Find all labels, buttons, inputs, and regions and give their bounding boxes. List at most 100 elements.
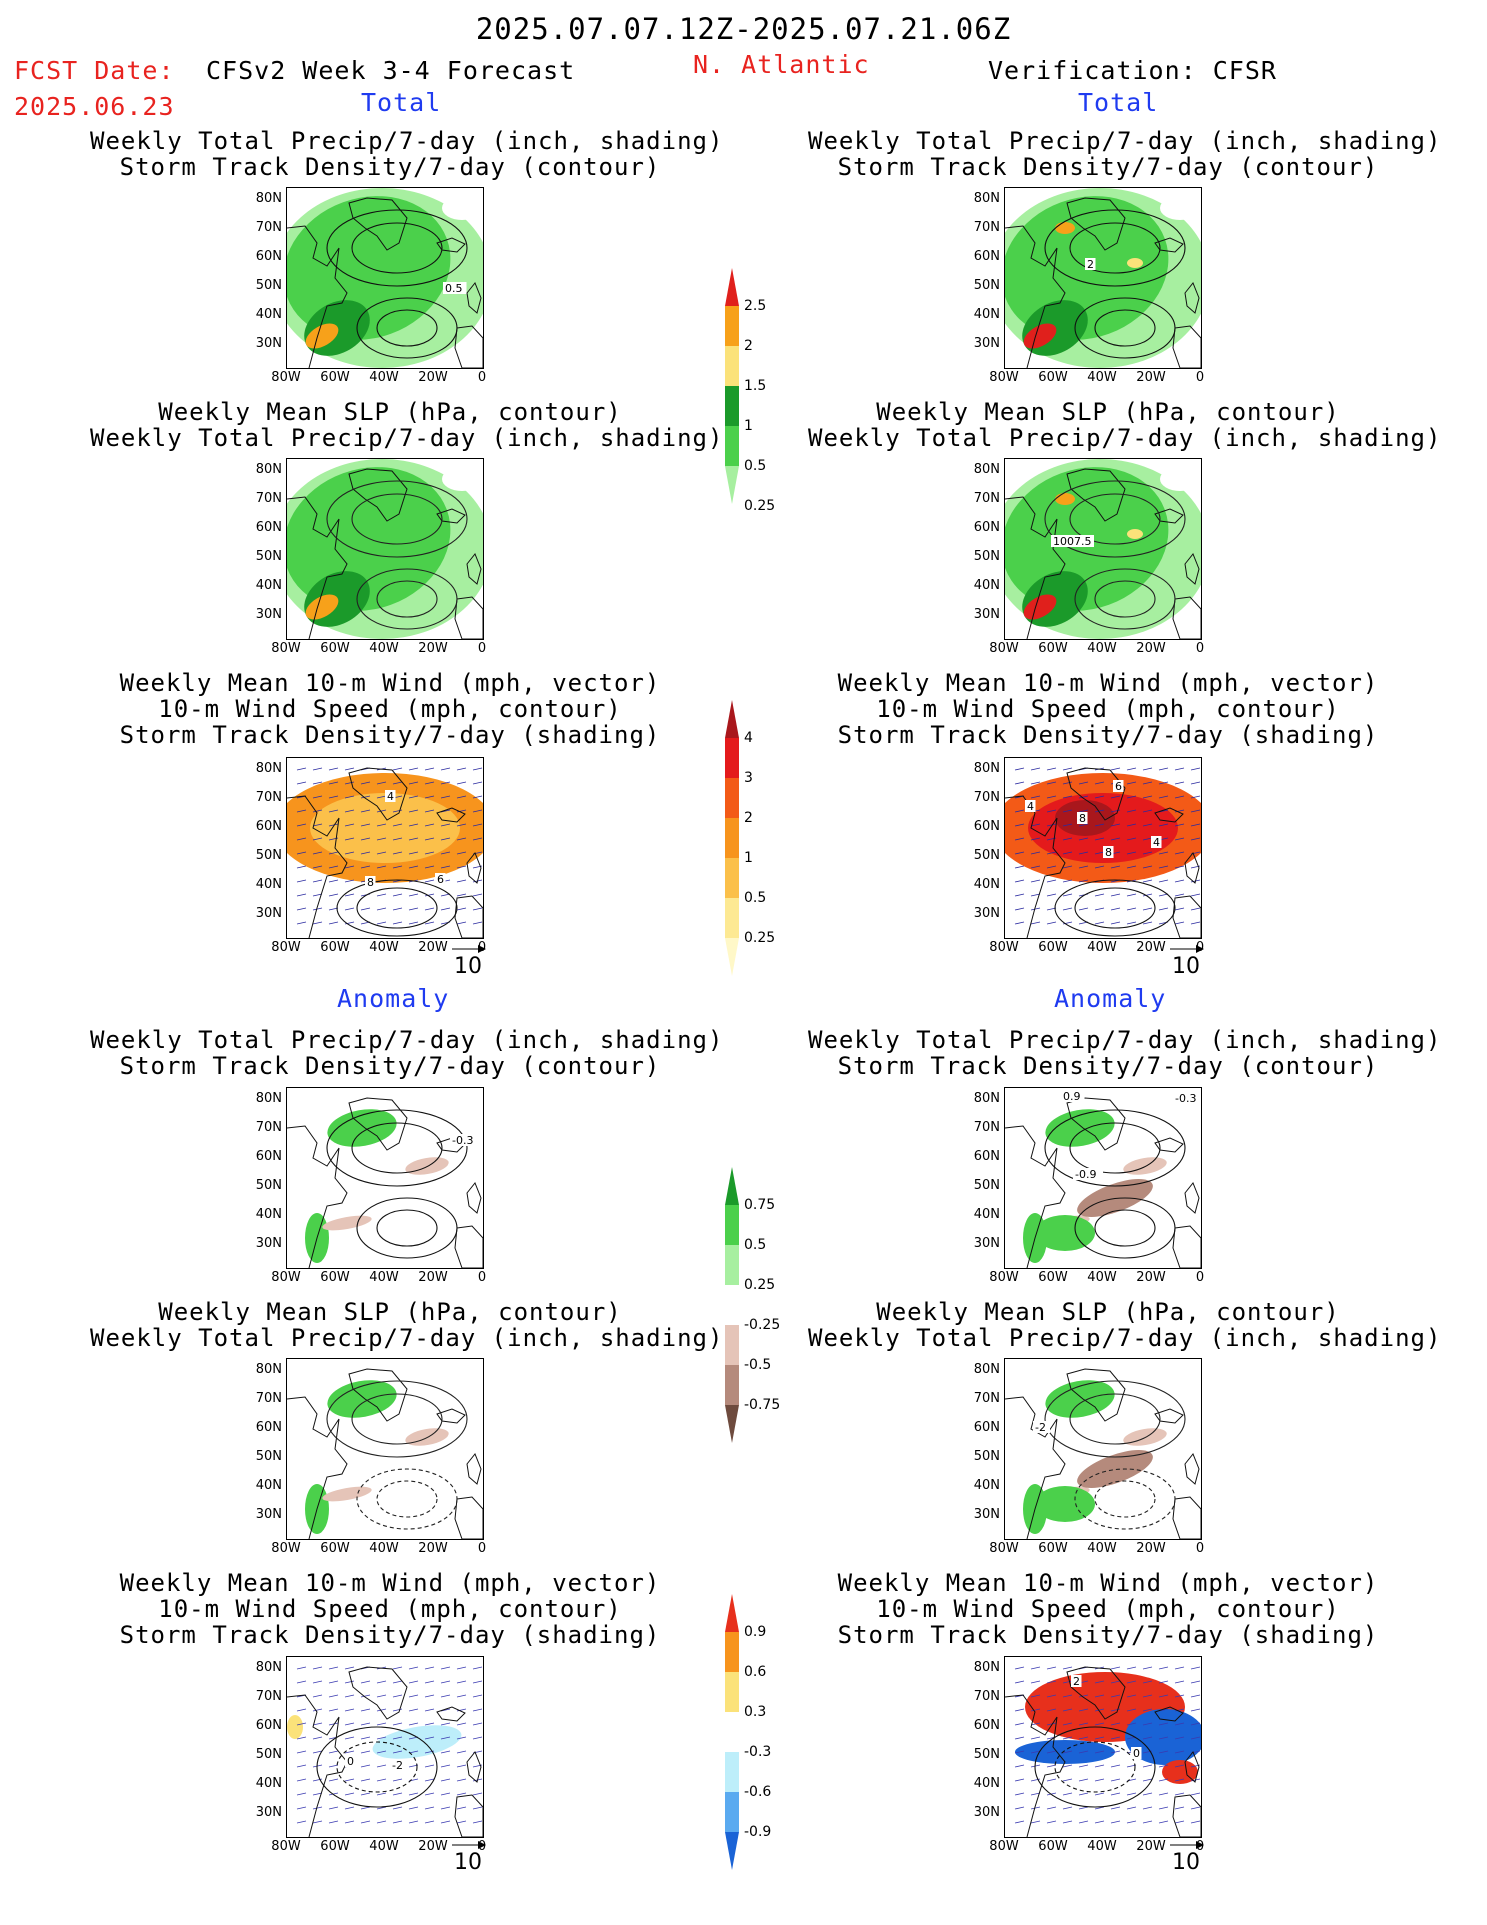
colorbar-label: -0.25 (744, 1317, 781, 1333)
wind-vector (424, 1736, 435, 1740)
wind-vector (424, 1778, 435, 1782)
coastline (1005, 1694, 1066, 1837)
wind-vector (440, 767, 451, 771)
wind-vector (328, 1806, 339, 1810)
wind-vector (360, 1736, 371, 1740)
wind-vector (1158, 767, 1169, 771)
wind-vector (1174, 851, 1185, 855)
latitude-tick-label: 60N (255, 520, 282, 535)
map-plot (287, 459, 483, 639)
wind-vector (1014, 1778, 1025, 1782)
wind-vector (1142, 1778, 1153, 1782)
wind-vector (1174, 1820, 1185, 1824)
wind-vector (456, 893, 467, 897)
wind-vector (1078, 809, 1089, 813)
longitude-tick-label: 80W (989, 1541, 1019, 1556)
latitude-tick-label: 80N (255, 1091, 282, 1106)
coastline (1184, 1182, 1200, 1214)
wind-vector (1174, 1806, 1185, 1810)
longitude-tick-label: 40W (369, 1270, 399, 1285)
longitude-tick-label: 20W (1136, 641, 1166, 656)
colorbar-segment (725, 1712, 739, 1752)
wind-vector (1014, 823, 1025, 827)
colorbar-label: 2 (744, 338, 753, 354)
wind-vector (424, 781, 435, 785)
panel-title-line: Weekly Mean SLP (hPa, contour) (876, 1298, 1340, 1326)
coastline (436, 1706, 466, 1722)
coastline (1172, 596, 1201, 639)
panel-title-line: Weekly Mean SLP (hPa, contour) (876, 398, 1340, 426)
wind-vector (1094, 795, 1105, 799)
wind-vector (424, 1820, 435, 1824)
wind-vector (1142, 865, 1153, 869)
coastline (454, 1794, 483, 1837)
colorbar-label: 0.25 (744, 1277, 776, 1293)
wind-vector (1062, 795, 1073, 799)
wind-vector (1094, 1806, 1105, 1810)
wind-vector (1030, 893, 1041, 897)
wind-vector (1110, 809, 1121, 813)
wind-vector (408, 823, 419, 827)
latitude-tick-label: 70N (973, 491, 1000, 506)
latitude-tick-label: 70N (973, 790, 1000, 805)
map-panel-obs-anom_storm: 0.9 -0.3 -0.9 (1004, 1087, 1202, 1269)
contour-label-bg (1085, 258, 1096, 270)
wind-vector (1078, 1694, 1089, 1698)
heavy-precip-area (1127, 529, 1143, 539)
wind-vector (1190, 893, 1201, 897)
latitude-tick-label: 60N (255, 1420, 282, 1435)
dry-area (442, 196, 482, 220)
wind-vector (1094, 781, 1105, 785)
wind-vector (456, 865, 467, 869)
contour-label: 8 (1105, 846, 1112, 859)
wind-vector (1174, 795, 1185, 799)
panel-title-line: Weekly Mean 10-m Wind (mph, vector) (837, 669, 1379, 697)
negative-anomaly-area (1077, 1450, 1153, 1488)
coastline (1005, 1125, 1066, 1268)
coastline (454, 1496, 483, 1539)
longitude-tick-label: 20W (1136, 370, 1166, 385)
wind-vector (1030, 781, 1041, 785)
contour-label: 2 (1073, 1675, 1080, 1688)
latitude-tick-label: 70N (255, 1391, 282, 1406)
wind-vector (1126, 1722, 1137, 1726)
contour-line (1044, 209, 1186, 287)
panel-title-line: Weekly Total Precip/7-day (inch, shading… (808, 127, 1442, 155)
coastline (348, 1368, 408, 1422)
wind-vector (456, 767, 467, 771)
wind-vector (1190, 1680, 1201, 1684)
colorbar-label: 0.6 (744, 1664, 767, 1680)
contour-line (356, 1468, 458, 1530)
longitude-tick-label: 80W (271, 1839, 301, 1854)
contour-line (316, 1726, 438, 1808)
wind-vector (472, 1792, 483, 1796)
vector-reference-arrow (1170, 1841, 1204, 1849)
coastline (466, 1182, 482, 1214)
wind-vector (424, 1708, 435, 1712)
wind-vector (1190, 1736, 1201, 1740)
coastline (1005, 496, 1066, 639)
coastline (287, 1694, 348, 1837)
latitude-tick-label: 30N (255, 1805, 282, 1820)
wind-vector (312, 1778, 323, 1782)
wind-vector (1110, 907, 1121, 911)
wind-vector (392, 1778, 403, 1782)
wind-vector (1062, 1666, 1073, 1670)
longitude-tick-label: 20W (1136, 1270, 1166, 1285)
wind-vector (296, 1806, 307, 1810)
latitude-tick-label: 70N (255, 491, 282, 506)
latitude-tick-label: 50N (973, 549, 1000, 564)
panel-title-line: Weekly Total Precip/7-day (inch, shading… (90, 127, 724, 155)
latitude-tick-label: 80N (255, 1362, 282, 1377)
wind-vector (1126, 851, 1137, 855)
wind-vector (472, 795, 483, 799)
wind-vector (1030, 865, 1041, 869)
wind-vector (1158, 1750, 1169, 1754)
wind-vector (1142, 907, 1153, 911)
wind-vector (1062, 1708, 1073, 1712)
wind-vector (1190, 795, 1201, 799)
colorbar-segment (725, 386, 739, 426)
coastline (1184, 1453, 1200, 1485)
wind-vector (360, 1750, 371, 1754)
wind-vector (328, 767, 339, 771)
